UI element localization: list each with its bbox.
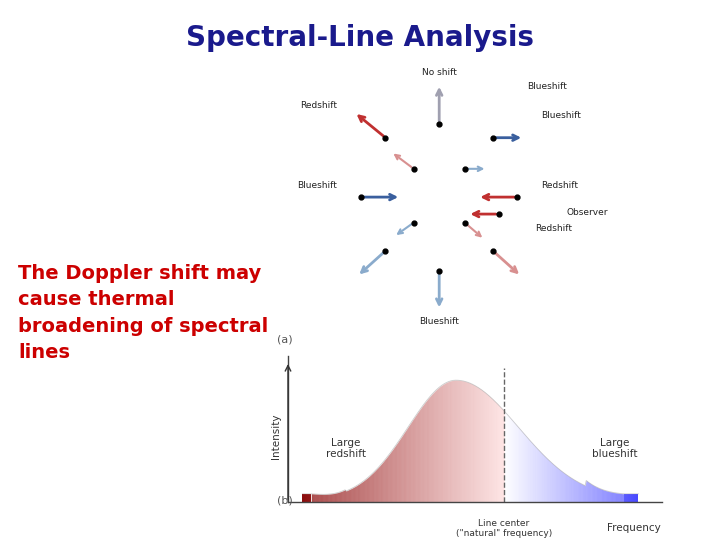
Text: The Doppler shift may
cause thermal
broadening of spectral
lines: The Doppler shift may cause thermal broa…	[18, 264, 269, 362]
Text: Blueshift: Blueshift	[527, 82, 567, 91]
Text: Redshift: Redshift	[536, 224, 572, 233]
Text: (b): (b)	[277, 495, 293, 505]
Text: Redshift: Redshift	[541, 181, 578, 190]
Text: Large
redshift: Large redshift	[325, 437, 366, 459]
Text: Redshift: Redshift	[300, 100, 338, 110]
Text: Blueshift: Blueshift	[297, 181, 338, 190]
Text: (a): (a)	[277, 335, 293, 345]
Text: Frequency: Frequency	[607, 523, 660, 532]
Text: Blueshift: Blueshift	[541, 111, 581, 119]
Text: Large
blueshift: Large blueshift	[592, 437, 637, 459]
Text: Spectral-Line Analysis: Spectral-Line Analysis	[186, 24, 534, 52]
Text: Intensity: Intensity	[271, 414, 281, 459]
Text: No shift: No shift	[422, 68, 456, 77]
Text: Line center
("natural" frequency): Line center ("natural" frequency)	[456, 519, 552, 538]
Text: Blueshift: Blueshift	[419, 317, 459, 326]
Text: Observer: Observer	[567, 208, 608, 218]
